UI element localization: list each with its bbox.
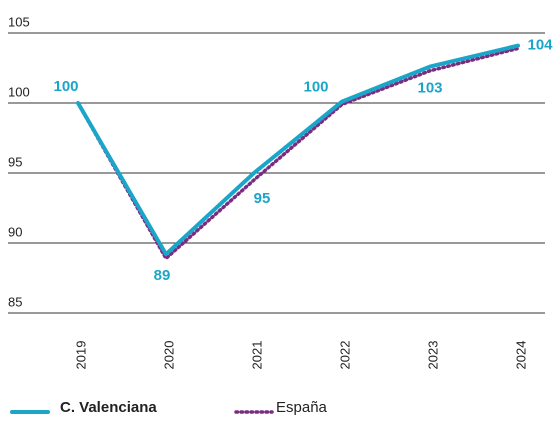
- x-tick-label: 2023: [425, 341, 440, 370]
- line-series: [76, 46, 520, 261]
- y-tick-label: 90: [8, 224, 22, 239]
- data-label: 100: [303, 79, 328, 96]
- y-tick-label: 105: [8, 14, 30, 29]
- x-tick-label: 2020: [161, 341, 176, 370]
- y-tick-label: 85: [8, 294, 22, 309]
- x-tick-label: 2024: [513, 341, 528, 370]
- x-tick-label: 2021: [249, 341, 264, 370]
- data-label: 100: [53, 78, 78, 95]
- x-tick-label: 2022: [337, 341, 352, 370]
- data-label: 104: [527, 37, 553, 54]
- legend-label: C. Valenciana: [60, 399, 157, 416]
- y-tick-label: 95: [8, 154, 22, 169]
- data-label: 89: [154, 267, 171, 284]
- y-tick-label: 100: [8, 84, 30, 99]
- x-tick-label: 2019: [73, 341, 88, 370]
- data-label: 95: [254, 190, 271, 207]
- legend-label: España: [276, 399, 328, 416]
- line-series: [76, 43, 520, 257]
- data-label: 103: [417, 80, 442, 97]
